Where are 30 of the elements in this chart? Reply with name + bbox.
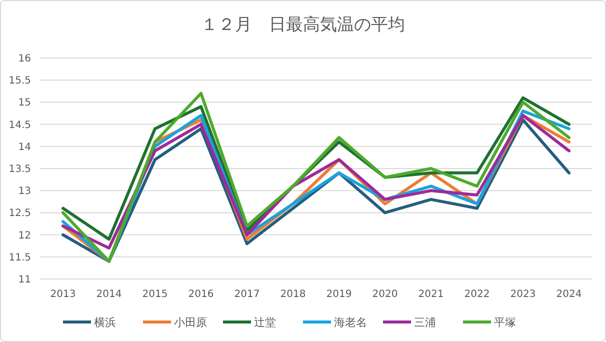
y-tick-label: 15.5 — [8, 76, 31, 87]
y-tick-label: 12.5 — [8, 208, 31, 220]
legend-label: 三浦 — [414, 316, 436, 329]
legend-label: 平塚 — [494, 316, 516, 329]
x-tick-label: 2021 — [418, 289, 444, 300]
legend-label: 横浜 — [94, 316, 116, 329]
y-tick-label: 11 — [18, 274, 31, 286]
x-tick-label: 2014 — [96, 289, 122, 300]
y-tick-label: 12 — [18, 230, 31, 242]
x-tick-label: 2015 — [142, 289, 168, 300]
y-tick-label: 13.5 — [8, 164, 31, 175]
y-tick-label: 11.5 — [8, 252, 31, 264]
x-tick-label: 2024 — [556, 289, 582, 300]
chart-title: １２月 日最高気温の平均 — [201, 15, 405, 35]
y-tick-label: 15 — [18, 98, 31, 109]
x-tick-label: 2013 — [50, 289, 76, 300]
x-tick-label: 2019 — [326, 289, 352, 300]
x-tick-label: 2023 — [510, 289, 536, 300]
x-tick-label: 2022 — [464, 289, 490, 300]
y-tick-label: 14.5 — [8, 120, 31, 131]
x-tick-label: 2018 — [280, 289, 306, 300]
legend-label: 辻堂 — [254, 316, 276, 329]
x-tick-label: 2020 — [372, 289, 398, 300]
legend-label: 小田原 — [174, 316, 207, 329]
y-tick-label: 16 — [18, 54, 31, 64]
y-tick-label: 13 — [18, 186, 31, 198]
y-tick-label: 14 — [18, 142, 31, 153]
x-tick-label: 2016 — [188, 289, 214, 300]
legend-label: 海老名 — [334, 316, 367, 329]
x-tick-label: 2017 — [234, 289, 260, 300]
